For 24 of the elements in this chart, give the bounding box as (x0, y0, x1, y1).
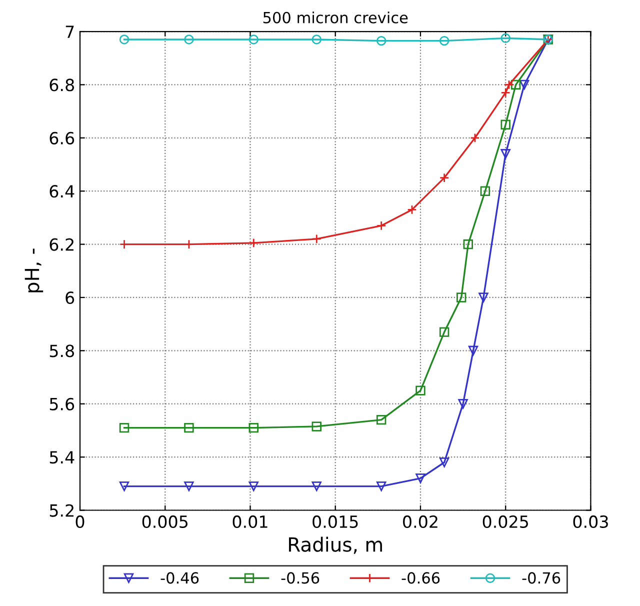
chart-title: 500 micron crevice (263, 12, 408, 24)
y-tick-label: 5.8 (50, 344, 74, 358)
y-tick-label: 6.8 (50, 78, 74, 92)
x-tick-label: 0.01 (232, 515, 268, 528)
x-tick-label: 0.03 (573, 515, 608, 528)
y-tick-label: 5.2 (50, 504, 74, 517)
legend-label: -0.46 (160, 572, 199, 584)
y-tick-label: 6.6 (50, 132, 74, 144)
x-tick-label: 0.015 (312, 515, 358, 528)
y-tick-label: 5.4 (50, 451, 74, 464)
y-tick-label: 6.4 (50, 185, 74, 198)
x-tick-label: 0 (76, 515, 84, 528)
legend-label: -0.66 (402, 572, 440, 584)
x-tick-label: 0.02 (403, 515, 438, 528)
y-tick-label: 6.2 (50, 238, 74, 251)
x-axis-title: Radius, m (289, 536, 382, 554)
legend-label: -0.76 (522, 572, 560, 584)
y-tick-label: 5.6 (50, 398, 74, 410)
y-tick-label: 7 (66, 26, 74, 38)
y-tick-label: 6 (66, 291, 74, 304)
x-tick-label: 0.025 (482, 515, 528, 528)
x-tick-label: 0.005 (142, 515, 188, 528)
legend-label: -0.56 (281, 572, 320, 584)
y-axis-title: pH, - (24, 248, 44, 292)
